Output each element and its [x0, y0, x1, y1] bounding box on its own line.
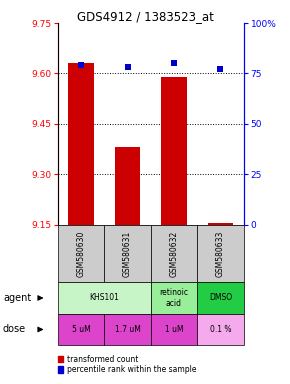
Text: retinoic
acid: retinoic acid — [160, 288, 188, 308]
Text: dose: dose — [3, 324, 26, 334]
Text: GDS4912 / 1383523_at: GDS4912 / 1383523_at — [77, 10, 213, 23]
Text: 0.1 %: 0.1 % — [210, 325, 231, 334]
Text: 1.7 uM: 1.7 uM — [115, 325, 141, 334]
Bar — [208, 223, 233, 225]
Text: GSM580630: GSM580630 — [77, 231, 86, 277]
Text: 1 uM: 1 uM — [165, 325, 183, 334]
Bar — [58, 356, 63, 362]
Bar — [58, 366, 63, 373]
Text: agent: agent — [3, 293, 31, 303]
Text: percentile rank within the sample: percentile rank within the sample — [67, 365, 196, 374]
Text: 5 uM: 5 uM — [72, 325, 90, 334]
Text: transformed count: transformed count — [67, 354, 138, 364]
Bar — [115, 147, 140, 225]
Text: GSM580633: GSM580633 — [216, 231, 225, 277]
Text: GSM580631: GSM580631 — [123, 231, 132, 277]
Text: KHS101: KHS101 — [89, 293, 119, 303]
Text: GSM580632: GSM580632 — [169, 231, 179, 277]
Bar — [68, 63, 94, 225]
Text: DMSO: DMSO — [209, 293, 232, 303]
Bar — [161, 77, 187, 225]
